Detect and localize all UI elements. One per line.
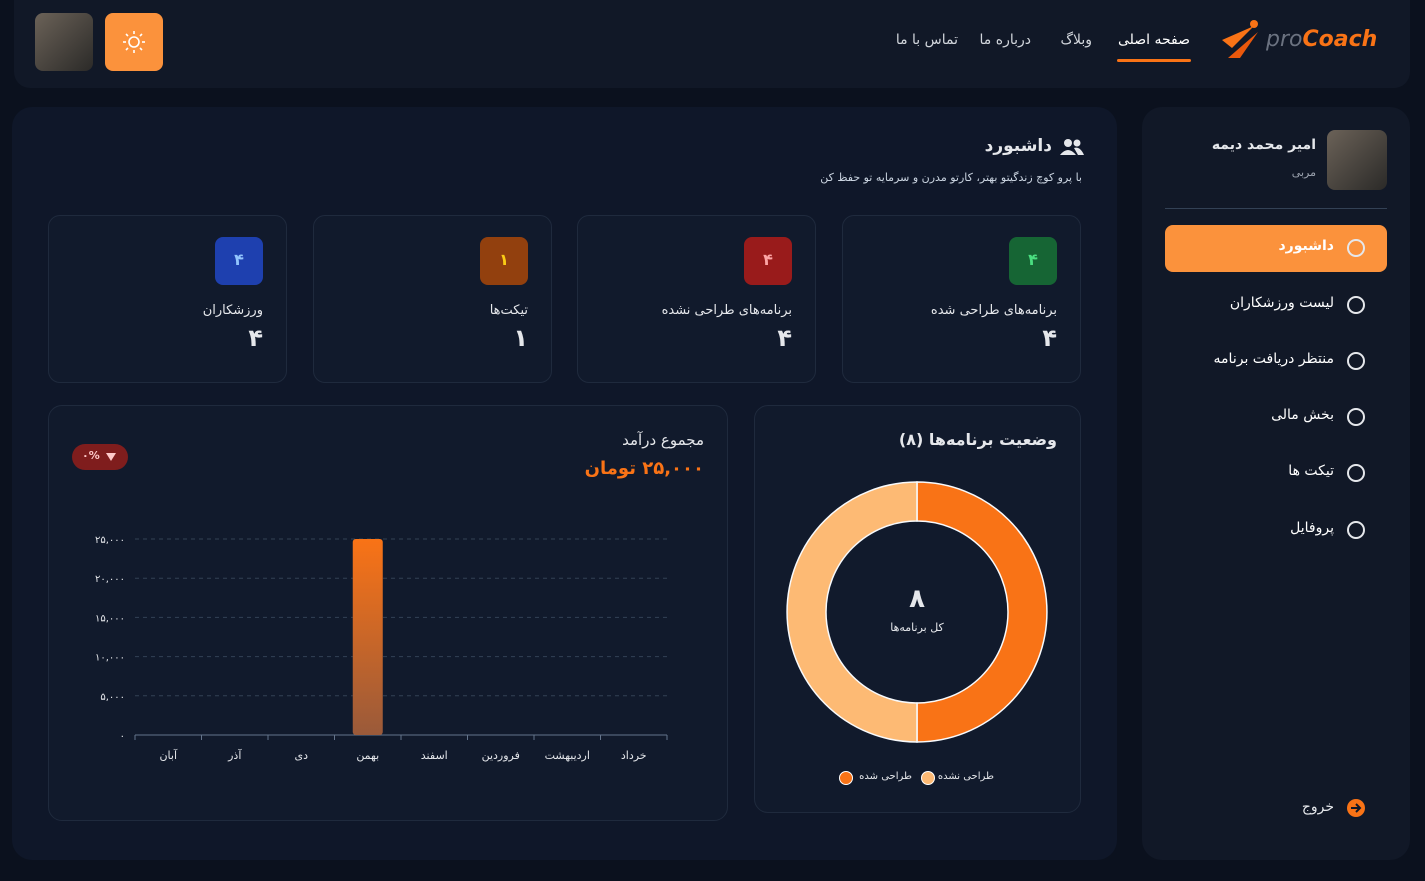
logo[interactable]: proCoach (1266, 27, 1377, 52)
menu-item[interactable]: منتظر دریافت برنامه (1213, 351, 1334, 367)
legend-swatch (839, 771, 853, 785)
stat-value: ۴ (1042, 324, 1057, 352)
x-tick-label: آبان (159, 748, 177, 762)
theme-toggle[interactable] (105, 13, 163, 71)
stat-label: تیکت‌ها (489, 303, 528, 318)
logout[interactable]: خروج (1301, 799, 1334, 815)
down-arrow (106, 453, 116, 461)
pie-slice (786, 481, 918, 743)
stat-badge (215, 237, 263, 285)
center-value: ۸ (909, 584, 925, 614)
menu-icon (1347, 408, 1365, 426)
menu-icon (1347, 296, 1365, 314)
stat-label: ورزشکاران (202, 303, 263, 318)
change-badge: ۰% (72, 444, 128, 470)
income-total: ۲۵,۰۰۰ تومان (584, 458, 704, 479)
nav-link[interactable]: وبلاگ (1060, 32, 1092, 48)
stat-value: ۴ (777, 324, 792, 352)
users-icon (1060, 139, 1084, 155)
legend-swatch (921, 771, 935, 785)
x-tick-label: بهمن (356, 749, 379, 762)
stat-value: ۱ (513, 324, 528, 352)
stat-label: برنامه‌های طراحی شده (930, 303, 1057, 318)
stat-badge-text: ۴ (234, 250, 244, 269)
user-name: امیر محمد دیمه (1211, 137, 1316, 153)
y-tick-label: ۲۰,۰۰۰ (95, 574, 125, 585)
menu-item[interactable]: بخش مالی (1271, 407, 1334, 423)
y-tick-label: ۱۵,۰۰۰ (95, 613, 125, 624)
menu-icon (1347, 352, 1365, 370)
x-tick-label: اردیبهشت (545, 749, 590, 762)
legend-label: طراحی شده (859, 771, 912, 782)
nav-link[interactable]: صفحه اصلی (1117, 32, 1190, 48)
income-card (48, 405, 728, 821)
stat-badge-text: ۴ (1028, 250, 1038, 269)
stat-value: ۴ (248, 324, 263, 352)
x-tick-label: فروردین (482, 749, 520, 762)
menu-icon (1347, 464, 1365, 482)
y-tick-label: ۲۵,۰۰۰ (95, 535, 125, 546)
logo-icon (1222, 20, 1258, 58)
page-title: داشبورد (984, 136, 1052, 156)
x-tick-label: دی (294, 749, 308, 762)
menu-icon (1347, 239, 1365, 257)
nav-link[interactable]: تماس با ما (895, 32, 958, 48)
center-label: کل برنامه‌ها (890, 621, 944, 634)
user-avatar[interactable] (35, 13, 93, 71)
stat-badge-text: ۱ (499, 250, 509, 269)
pie-slice (916, 481, 1048, 743)
logout-icon (1347, 799, 1365, 817)
divider (1165, 208, 1387, 209)
bar (352, 539, 383, 735)
y-tick-label: ۵,۰۰۰ (100, 692, 125, 703)
logo-prefix: pro (1266, 27, 1303, 52)
stat-label: برنامه‌های طراحی نشده (661, 303, 792, 318)
change-value: ۰% (82, 449, 100, 462)
nav-link[interactable]: درباره ما (979, 32, 1031, 48)
stat-badge (1009, 237, 1057, 285)
stat-badge (480, 237, 528, 285)
menu-item[interactable]: داشبورد (1278, 238, 1335, 254)
menu-icon (1347, 521, 1365, 539)
x-tick-label: خرداد (621, 749, 647, 762)
sidebar-avatar (1327, 130, 1387, 190)
stat-badge-text: ۴ (763, 250, 773, 269)
page-subtitle: با پرو کوچ زندگیتو بهتر، کارتو مدرن و سر… (820, 171, 1082, 184)
stat-badge (744, 237, 792, 285)
active-menu-bg (1165, 225, 1387, 272)
legend-label: طراحی نشده (937, 771, 994, 782)
menu-item[interactable]: تیکت ها (1288, 463, 1334, 479)
sun-icon (123, 31, 145, 53)
user-role: مربی (1291, 166, 1316, 179)
menu-item[interactable]: لیست ورزشکاران (1229, 295, 1334, 311)
income-title: مجموع درآمد (622, 431, 704, 449)
y-tick-label: ۱۰,۰۰۰ (95, 653, 125, 664)
y-tick-label: ۰ (120, 731, 125, 742)
header (14, 0, 1410, 88)
x-tick-label: آذر (227, 748, 242, 762)
status-title: وضعیت برنامه‌ها (۸) (898, 430, 1057, 449)
nav-underline (1117, 59, 1191, 62)
menu-item[interactable]: پروفایل (1290, 520, 1334, 536)
x-tick-label: اسفند (421, 749, 448, 762)
logo-suffix: Coach (1302, 27, 1378, 52)
